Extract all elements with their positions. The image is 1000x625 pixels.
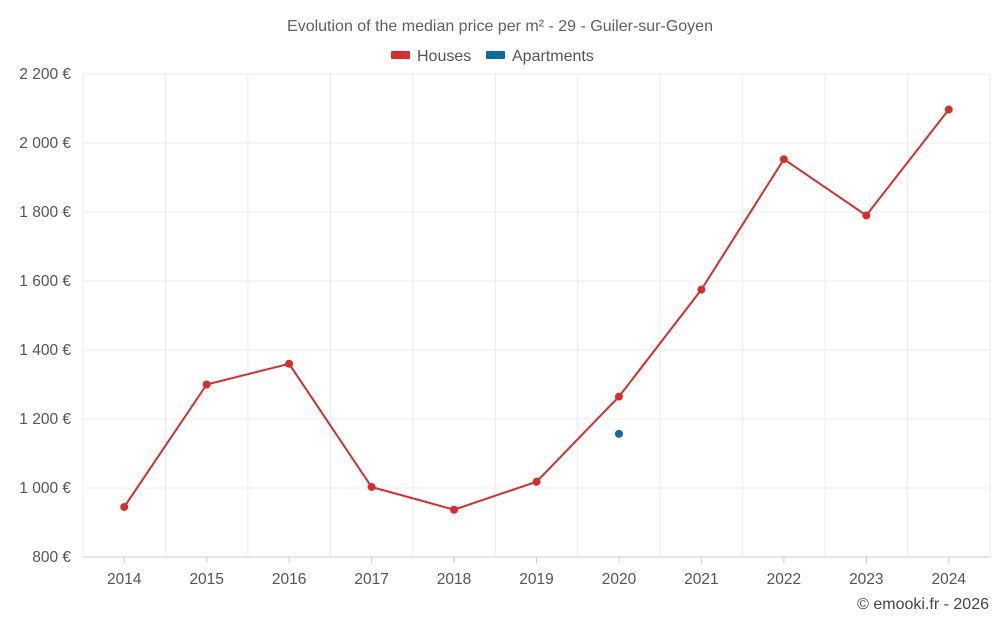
- legend-item-apartments[interactable]: Apartments: [486, 48, 594, 65]
- data-point-houses[interactable]: [367, 482, 376, 491]
- legend-swatch-houses: [391, 51, 410, 59]
- data-point-houses[interactable]: [450, 505, 459, 514]
- data-point-houses[interactable]: [944, 105, 953, 114]
- data-point-houses[interactable]: [285, 359, 294, 368]
- data-point-houses[interactable]: [202, 380, 211, 389]
- credit-text: © emooki.fr - 2026: [857, 596, 989, 613]
- data-point-apartments[interactable]: [614, 429, 623, 438]
- x-tick-label: 2014: [107, 571, 142, 588]
- x-tick-label: 2020: [602, 571, 637, 588]
- legend-label-apartments: Apartments: [512, 48, 594, 65]
- y-tick-label: 1 600 €: [19, 273, 71, 290]
- y-tick-label: 800 €: [32, 549, 71, 566]
- legend-label-houses: Houses: [417, 48, 471, 65]
- data-point-houses[interactable]: [697, 285, 706, 294]
- data-point-houses[interactable]: [614, 392, 623, 401]
- data-point-houses[interactable]: [120, 502, 129, 511]
- legend-item-houses[interactable]: Houses: [391, 48, 471, 65]
- x-tick-label: 2022: [767, 571, 801, 588]
- x-axis: 2014 2015 2016 2017 2018 2019 2020 2021 2022 2023…: [107, 557, 966, 588]
- legend-swatch-apartments: [486, 51, 505, 59]
- x-tick-label: 2017: [354, 571, 388, 588]
- y-tick-label: 1 400 €: [19, 342, 71, 359]
- x-tick-label: 2021: [684, 571, 718, 588]
- x-tick-label: 2016: [272, 571, 306, 588]
- x-tick-label: 2015: [189, 571, 223, 588]
- series-layer: [120, 105, 953, 514]
- y-tick-label: 1 800 €: [19, 204, 71, 221]
- x-tick-label: 2023: [849, 571, 883, 588]
- chart-title: Evolution of the median price per m² - 2…: [287, 18, 713, 35]
- y-tick-label: 2 000 €: [19, 135, 71, 152]
- data-point-houses[interactable]: [532, 477, 541, 486]
- data-point-houses[interactable]: [862, 211, 871, 220]
- x-tick-label: 2018: [437, 571, 471, 588]
- grid: [82, 73, 991, 558]
- x-tick-label: 2019: [519, 571, 553, 588]
- y-tick-label: 1 200 €: [19, 411, 71, 428]
- legend[interactable]: Houses Apartments: [391, 48, 594, 65]
- data-point-houses[interactable]: [779, 155, 788, 164]
- y-tick-label: 2 200 €: [19, 66, 71, 83]
- y-tick-label: 1 000 €: [19, 480, 71, 497]
- x-tick-label: 2024: [932, 571, 967, 588]
- y-axis: 800 € 1 000 € 1 200 € 1 400 € 1 600 € 1 800 €…: [19, 66, 71, 566]
